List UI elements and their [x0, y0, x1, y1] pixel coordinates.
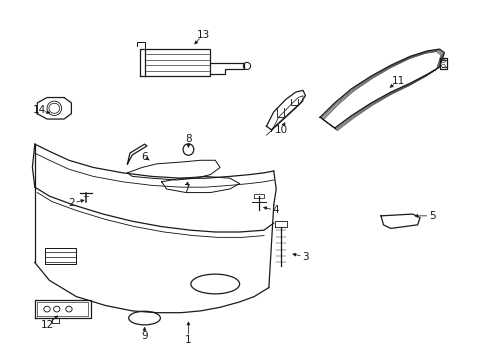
Text: 12: 12 [41, 320, 54, 330]
Text: 1: 1 [185, 334, 191, 345]
Text: 7: 7 [183, 184, 189, 194]
Text: 11: 11 [391, 76, 404, 86]
Text: 10: 10 [274, 125, 287, 135]
Text: 3: 3 [302, 252, 308, 262]
Text: 2: 2 [68, 198, 75, 208]
Text: 5: 5 [428, 211, 435, 221]
Text: 8: 8 [185, 134, 191, 144]
Text: 13: 13 [196, 30, 209, 40]
Text: 9: 9 [141, 331, 147, 341]
Text: 14: 14 [33, 105, 46, 115]
Text: 4: 4 [272, 206, 279, 216]
Text: 6: 6 [141, 152, 147, 162]
